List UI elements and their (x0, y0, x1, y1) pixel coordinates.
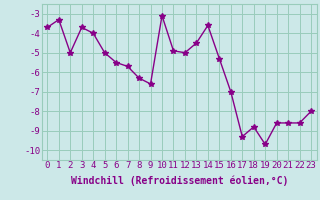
X-axis label: Windchill (Refroidissement éolien,°C): Windchill (Refroidissement éolien,°C) (70, 176, 288, 186)
